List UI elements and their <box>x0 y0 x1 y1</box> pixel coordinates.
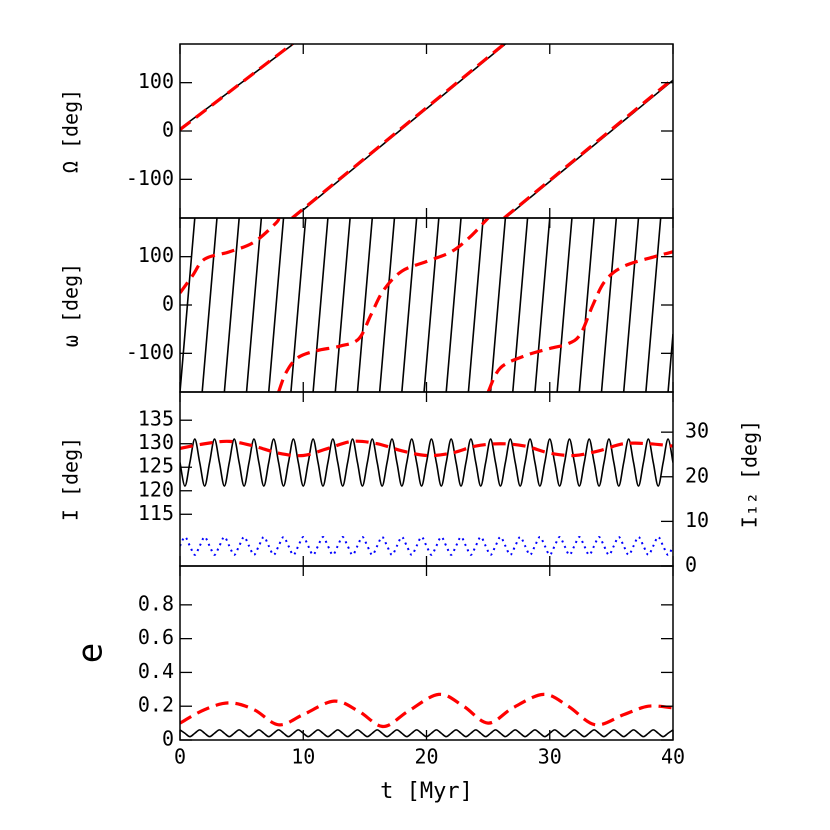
y-tick-label: 0.2 <box>138 693 174 717</box>
y-tick-label: 0.8 <box>138 591 174 615</box>
y-tick-label: 135 <box>138 407 174 431</box>
x-tick-label: 20 <box>414 745 438 769</box>
plot-area <box>180 438 673 556</box>
y-tick-label: 125 <box>138 454 174 478</box>
data-line <box>180 218 673 392</box>
y-tick-label: 115 <box>138 501 174 525</box>
y2-tick-label: 10 <box>685 508 709 532</box>
data-line <box>180 438 673 487</box>
data-line <box>180 692 673 729</box>
x-tick-label: 0 <box>174 745 186 769</box>
data-line <box>180 536 673 556</box>
y-axis-label: Ω [deg] <box>59 89 83 173</box>
y-tick-label: -100 <box>126 166 174 190</box>
data-line <box>180 44 673 218</box>
data-line <box>180 218 673 392</box>
y-tick-label: 0 <box>162 292 174 316</box>
y-axis-label: ω [deg] <box>59 263 83 347</box>
y-axis-label: e <box>71 643 111 663</box>
y-tick-label: 0 <box>162 727 174 751</box>
panel-frame <box>179 43 674 219</box>
data-line <box>180 439 673 458</box>
y-tick-label: -100 <box>126 340 174 364</box>
data-line <box>180 44 673 218</box>
y-axis-label: I [deg] <box>59 437 83 521</box>
y-tick-label: 130 <box>138 430 174 454</box>
y2-tick-label: 0 <box>685 553 697 577</box>
panel-frame <box>179 565 674 741</box>
x-tick-label: 30 <box>538 745 562 769</box>
x-axis-label: t [Myr] <box>380 779 473 804</box>
y-tick-label: 100 <box>138 69 174 93</box>
y-tick-label: 120 <box>138 477 174 501</box>
plot-area <box>180 44 673 218</box>
y-tick-label: 0 <box>162 118 174 142</box>
x-tick-label: 40 <box>661 745 685 769</box>
y2-tick-label: 30 <box>685 419 709 443</box>
y2-axis-label: I₁₂ [deg] <box>738 420 762 528</box>
y-tick-label: 0.6 <box>138 625 174 649</box>
x-tick-label: 10 <box>291 745 315 769</box>
panel-frame <box>179 391 674 567</box>
y-tick-label: 0.4 <box>138 659 174 683</box>
y2-tick-label: 20 <box>685 463 709 487</box>
plot-area <box>180 218 673 392</box>
y-tick-label: 100 <box>138 243 174 267</box>
